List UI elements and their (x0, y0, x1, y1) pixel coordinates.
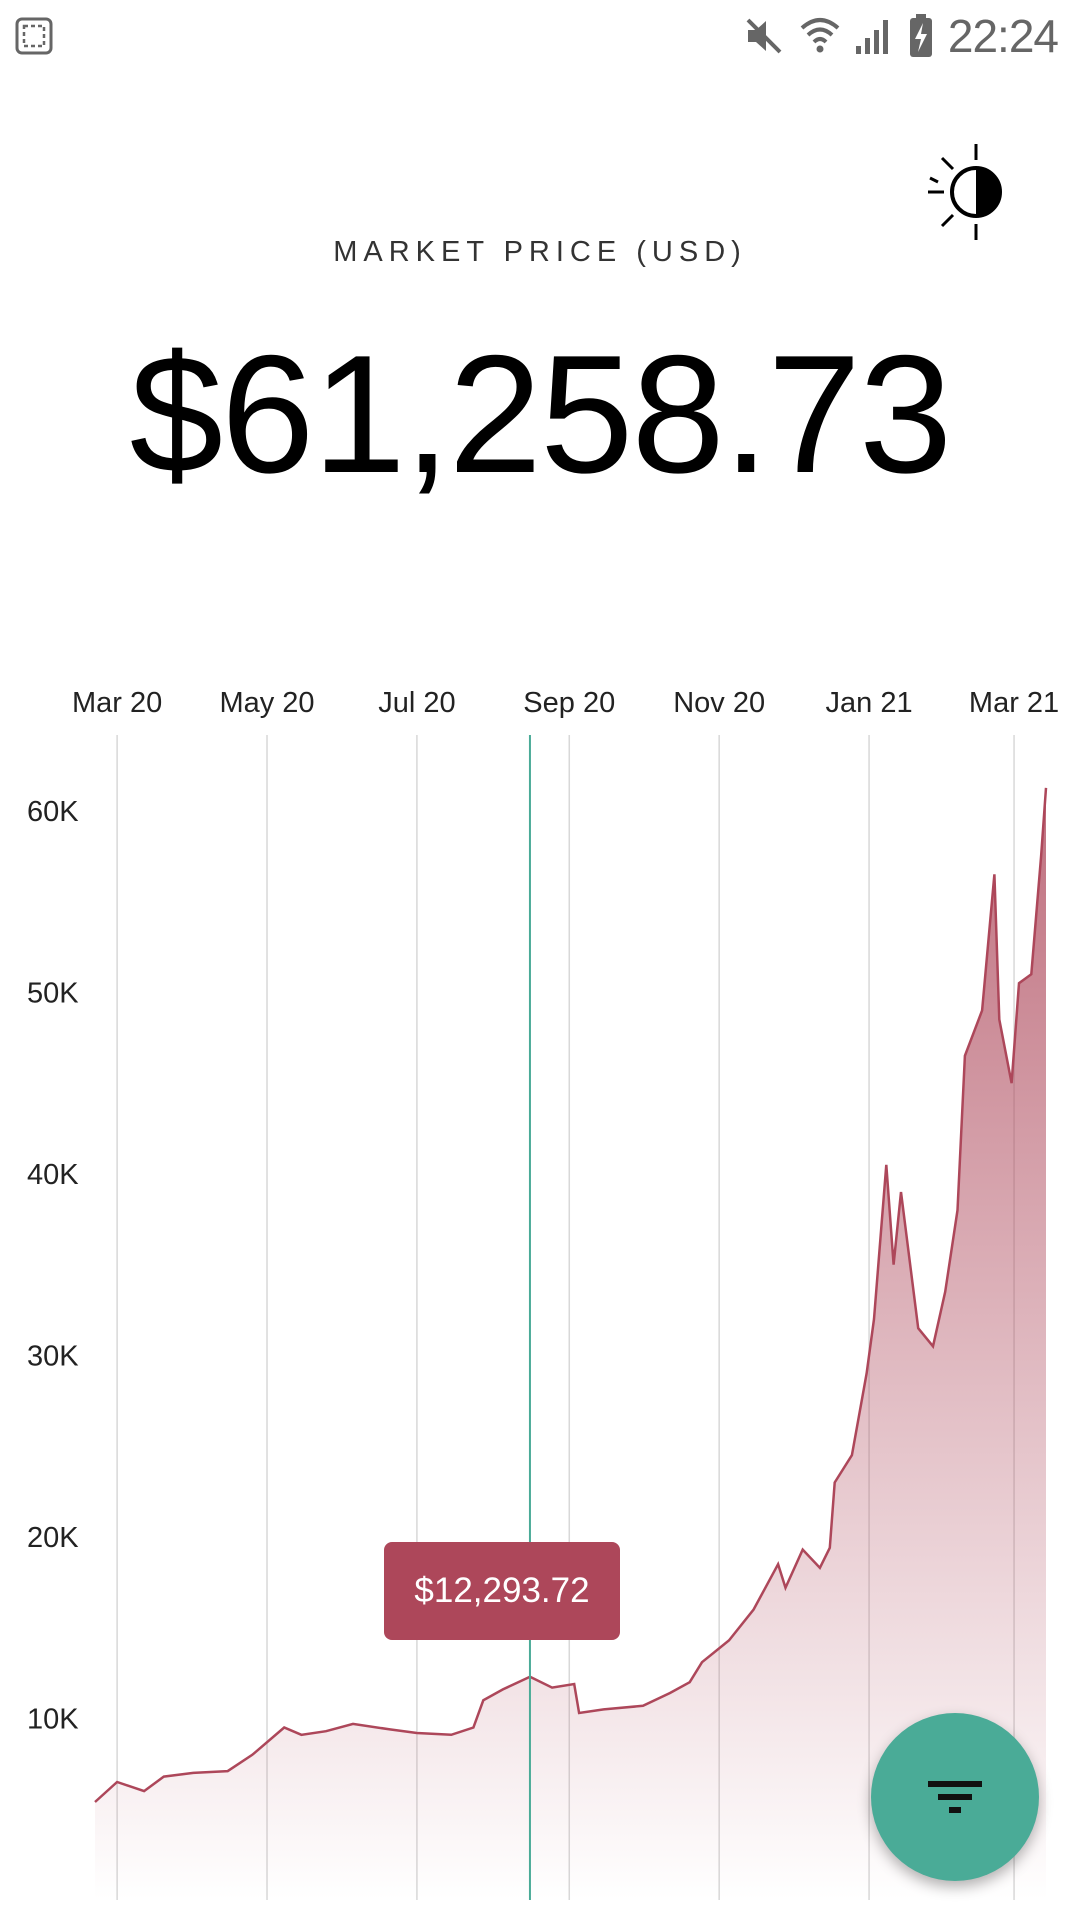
y-tick-label: 40K (27, 1159, 79, 1191)
filter-button[interactable] (871, 1713, 1039, 1881)
y-tick-label: 20K (27, 1522, 79, 1554)
wifi-icon (800, 18, 840, 53)
price-line (94, 787, 1048, 1803)
x-tick-label: Jul 20 (378, 687, 455, 719)
status-icons: 22:24 (742, 10, 1059, 62)
signal-icon (855, 20, 888, 54)
price-chart-svg: Mar 20 May 20 Jul 20 Sep 20 Nov 20 Jan 21 Mar … (27, 687, 1059, 1900)
x-tick-label: May 20 (219, 687, 314, 719)
price-area (95, 787, 1046, 1900)
battery-charging-icon (909, 14, 932, 57)
y-tick-label: 50K (27, 977, 79, 1009)
tooltip-value: $12,293.72 (414, 1571, 590, 1610)
x-tick-label: Sep 20 (523, 687, 615, 719)
price-tooltip: $12,293.72 (384, 1542, 620, 1640)
x-tick-label: Jan 21 (826, 687, 913, 719)
current-price: $61,258.73 (129, 320, 953, 508)
y-tick-label: 10K (27, 1703, 79, 1735)
x-tick-label: Mar 20 (72, 687, 162, 719)
price-chart[interactable]: Mar 20 May 20 Jul 20 Sep 20 Nov 20 Jan 21 Mar … (0, 660, 1080, 1920)
theme-toggle-button[interactable] (924, 140, 1028, 244)
x-tick-label: Mar 21 (969, 687, 1059, 719)
status-clock: 22:24 (947, 10, 1059, 62)
status-bar: 22:24 (0, 0, 1080, 72)
mute-icon (746, 18, 782, 54)
filter-icon (928, 1781, 982, 1813)
y-tick-label: 60K (27, 796, 79, 828)
market-price-label: MARKET PRICE (USD) (333, 236, 747, 268)
y-tick-label: 30K (27, 1340, 79, 1372)
screenshot-icon (15, 17, 53, 55)
x-tick-label: Nov 20 (673, 687, 765, 719)
brightness-icon (928, 144, 1002, 240)
